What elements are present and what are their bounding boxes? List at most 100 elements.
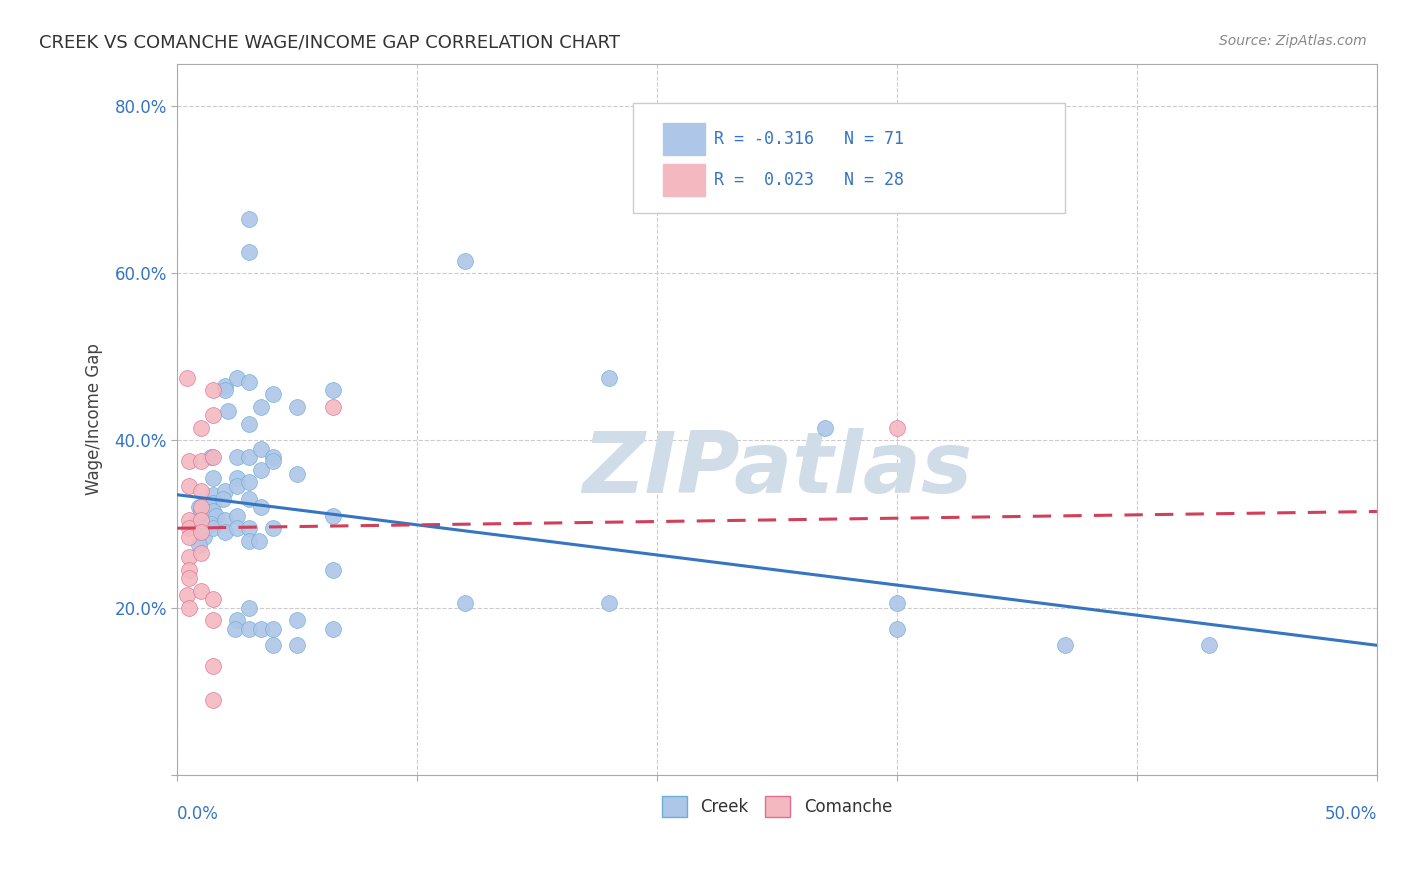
Point xyxy=(285,638,308,652)
Point xyxy=(224,622,246,636)
Point xyxy=(190,483,212,498)
Point xyxy=(247,533,270,548)
Point xyxy=(202,496,225,510)
Point xyxy=(214,383,236,397)
Point xyxy=(598,370,620,384)
Point xyxy=(176,370,198,384)
Bar xyxy=(664,163,706,195)
Point xyxy=(202,659,225,673)
Point xyxy=(285,400,308,414)
Point xyxy=(193,530,215,544)
Point xyxy=(262,638,284,652)
Point xyxy=(238,600,260,615)
Point xyxy=(190,513,212,527)
Point xyxy=(454,597,477,611)
Point xyxy=(886,597,908,611)
Point xyxy=(190,525,212,540)
Point xyxy=(238,375,260,389)
Point xyxy=(179,454,201,468)
Point xyxy=(190,546,212,560)
Point xyxy=(285,613,308,627)
Text: CREEK VS COMANCHE WAGE/INCOME GAP CORRELATION CHART: CREEK VS COMANCHE WAGE/INCOME GAP CORREL… xyxy=(39,34,620,52)
Point xyxy=(262,521,284,535)
Point xyxy=(190,521,212,535)
Point xyxy=(238,475,260,490)
Point xyxy=(202,521,225,535)
Point xyxy=(226,479,249,493)
Point xyxy=(190,454,212,468)
Point xyxy=(226,521,249,535)
Point xyxy=(322,400,344,414)
Point xyxy=(322,563,344,577)
Point xyxy=(262,387,284,401)
Point xyxy=(226,370,249,384)
Point xyxy=(212,491,235,506)
Point xyxy=(204,508,226,523)
Point xyxy=(214,525,236,540)
Point xyxy=(179,479,201,493)
Point xyxy=(179,600,201,615)
Point xyxy=(202,692,225,706)
Point xyxy=(214,513,236,527)
Point xyxy=(214,379,236,393)
Point xyxy=(238,245,260,260)
Point xyxy=(322,383,344,397)
Point xyxy=(886,622,908,636)
Point xyxy=(202,613,225,627)
Point xyxy=(187,538,209,552)
FancyBboxPatch shape xyxy=(633,103,1064,213)
Point xyxy=(1053,638,1076,652)
Point xyxy=(814,421,837,435)
Point xyxy=(202,383,225,397)
Text: 50.0%: 50.0% xyxy=(1324,805,1376,823)
Point xyxy=(190,583,212,598)
Y-axis label: Wage/Income Gap: Wage/Income Gap xyxy=(86,343,103,495)
Point xyxy=(202,488,225,502)
Point xyxy=(238,491,260,506)
Point xyxy=(262,454,284,468)
Point xyxy=(190,421,212,435)
Point xyxy=(200,516,222,531)
Point xyxy=(226,508,249,523)
Bar xyxy=(664,123,706,155)
Point xyxy=(179,521,201,535)
Point xyxy=(1198,638,1220,652)
Point xyxy=(200,450,222,464)
Text: ZIPatlas: ZIPatlas xyxy=(582,428,973,511)
Point xyxy=(598,597,620,611)
Point xyxy=(179,513,201,527)
Point xyxy=(226,450,249,464)
Point xyxy=(190,504,212,518)
Point xyxy=(202,471,225,485)
Text: R = -0.316   N = 71: R = -0.316 N = 71 xyxy=(714,130,904,148)
Point xyxy=(250,400,273,414)
Point xyxy=(250,622,273,636)
Point xyxy=(202,504,225,518)
Point xyxy=(454,253,477,268)
Point xyxy=(202,450,225,464)
Point xyxy=(262,450,284,464)
Legend: Creek, Comanche: Creek, Comanche xyxy=(655,789,898,823)
Text: R =  0.023   N = 28: R = 0.023 N = 28 xyxy=(714,171,904,189)
Point xyxy=(238,521,260,535)
Point xyxy=(202,409,225,423)
Point xyxy=(285,467,308,481)
Point xyxy=(250,442,273,456)
Point xyxy=(190,516,212,531)
Text: Source: ZipAtlas.com: Source: ZipAtlas.com xyxy=(1219,34,1367,48)
Point xyxy=(226,471,249,485)
Point xyxy=(190,525,212,540)
Point xyxy=(238,211,260,226)
Point xyxy=(250,500,273,515)
Point xyxy=(179,571,201,585)
Point xyxy=(322,622,344,636)
Point xyxy=(262,622,284,636)
Point xyxy=(179,563,201,577)
Point xyxy=(214,483,236,498)
Point xyxy=(250,463,273,477)
Point xyxy=(238,450,260,464)
Point xyxy=(886,421,908,435)
Point xyxy=(187,500,209,515)
Point xyxy=(238,417,260,431)
Point xyxy=(176,588,198,602)
